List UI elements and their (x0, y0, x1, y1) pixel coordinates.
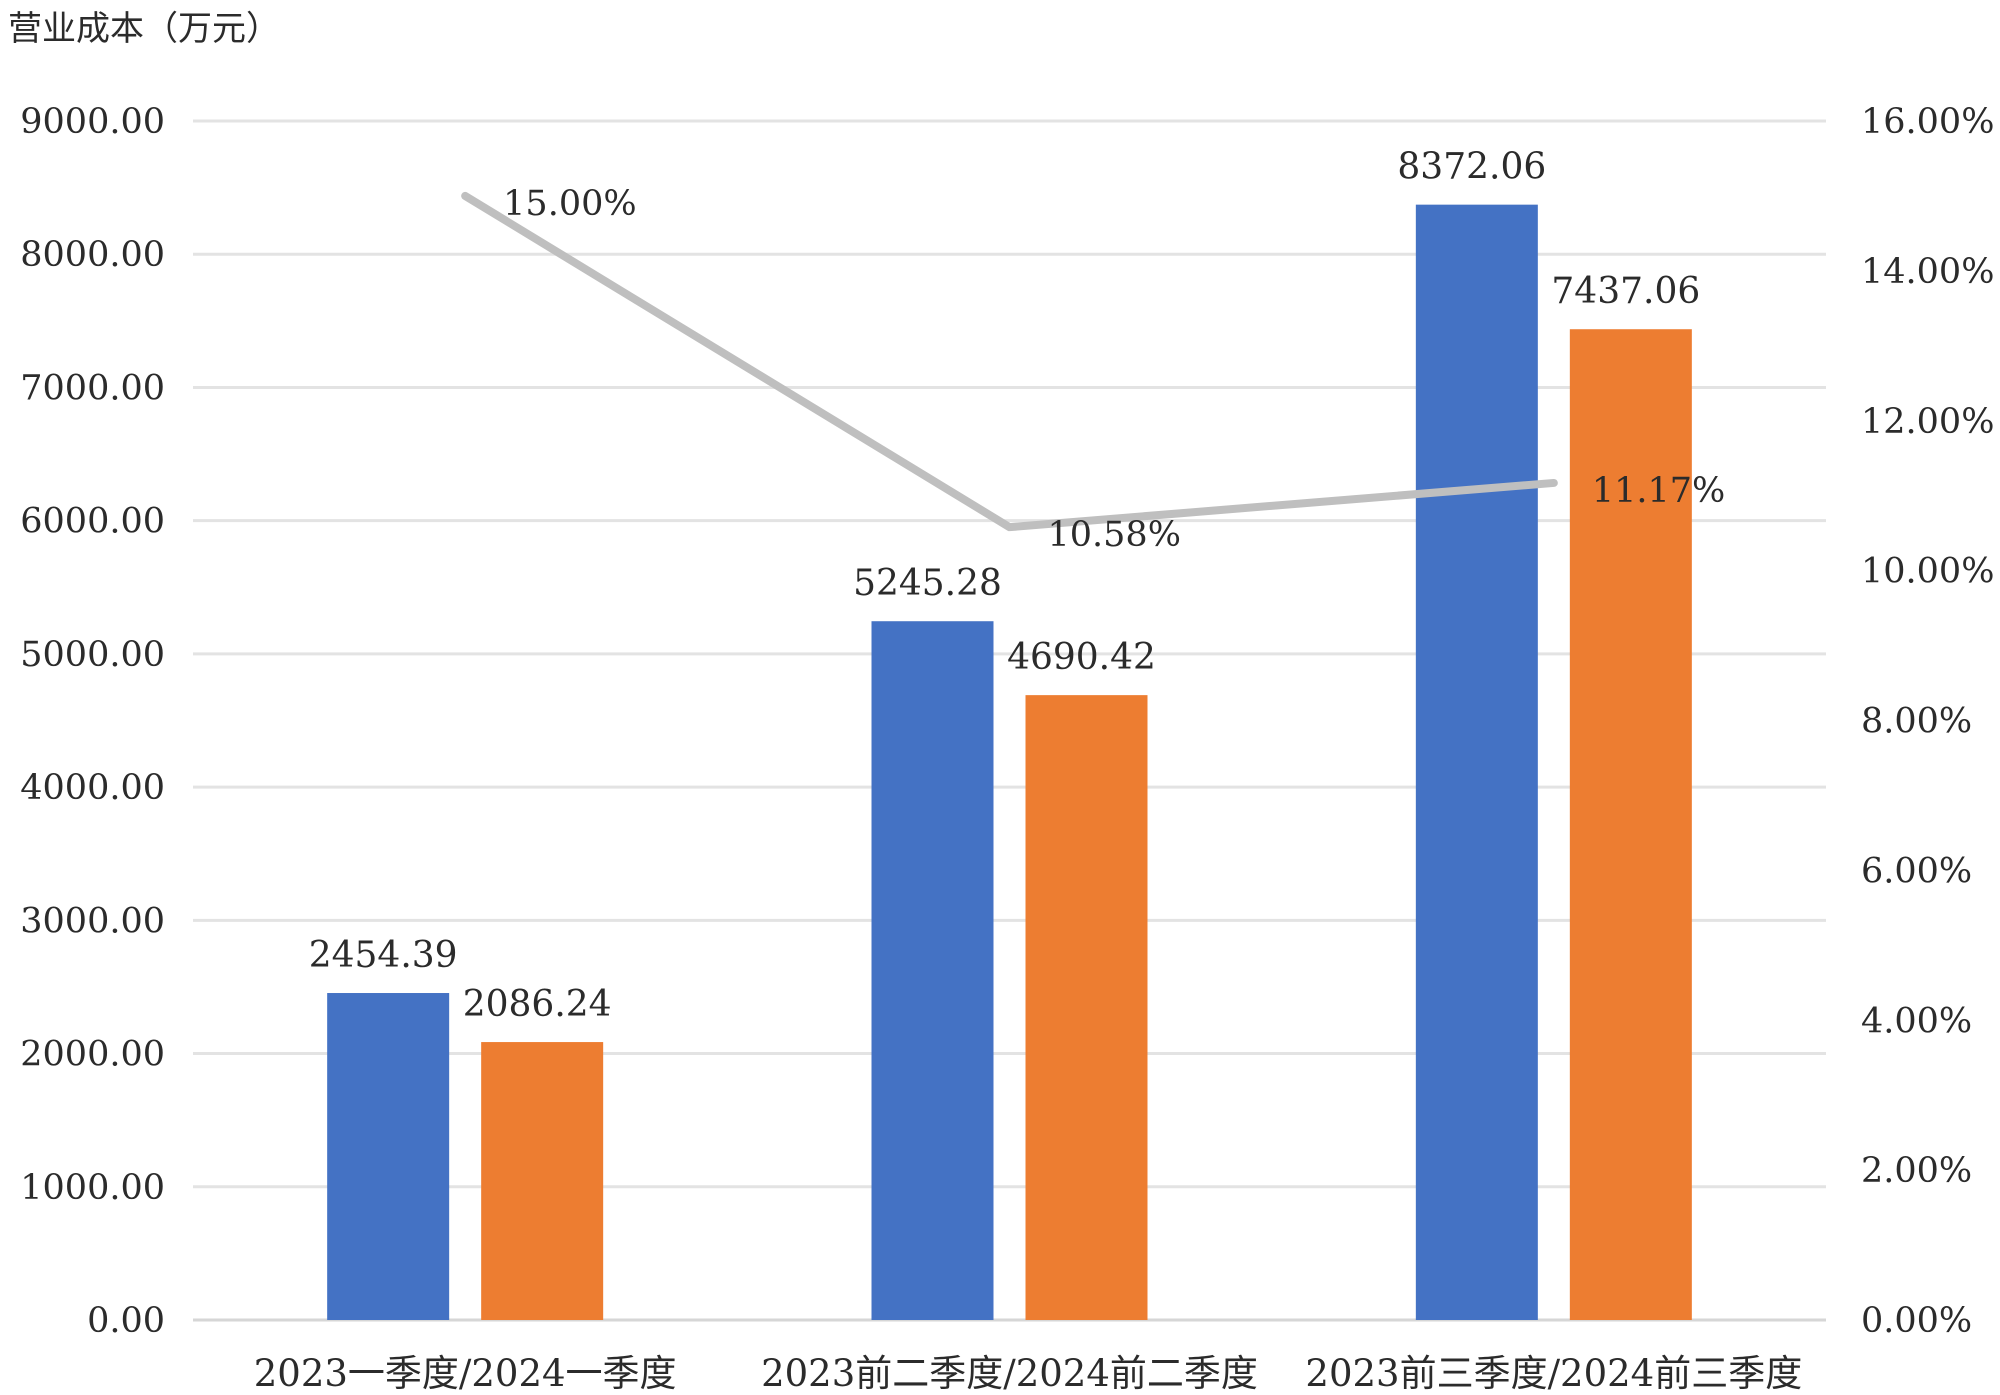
y2-tick-label: 10.00% (1861, 552, 1994, 592)
category-label: 2023一季度/2024一季度 (254, 1352, 677, 1395)
y-tick-label: 5000.00 (20, 635, 165, 675)
data-labels: 2454.39 5245.28 8372.06 2086.24 4690.42 7437.… (309, 147, 1726, 1025)
bar (1415, 204, 1538, 1321)
y2-tick-label: 6.00% (1861, 851, 1972, 891)
gridlines (193, 119, 1826, 1322)
rate-point (464, 194, 467, 197)
bars (327, 204, 1692, 1321)
rate-line-path (461, 191, 1558, 532)
y2-tick-label: 12.00% (1861, 402, 1994, 442)
bar-value-label: 2454.39 (309, 935, 458, 976)
y-tick-label: 9000.00 (20, 102, 165, 142)
rate-point (1552, 481, 1555, 484)
bar (1569, 329, 1692, 1320)
y-tick-label: 2000.00 (20, 1035, 165, 1075)
rate-value-label: 11.17% (1592, 471, 1725, 511)
y-tick-label: 3000.00 (20, 901, 165, 941)
y2-tick-label: 16.00% (1861, 102, 1994, 142)
rate-value-label: 10.58% (1048, 515, 1181, 555)
y-axis-label: 营业成本（万元） (8, 9, 280, 49)
y2-tick-label: 0.00% (1861, 1301, 1972, 1341)
rate-value-label: 15.00% (503, 184, 636, 224)
y2-tick-label: 14.00% (1861, 252, 1994, 292)
x-axis-categories: 2023一季度/2024一季度 2023前二季度/2024前二季度 2023前三季度… (254, 1352, 1802, 1395)
y2-tick-label: 2.00% (1861, 1151, 1972, 1191)
bar (871, 621, 994, 1320)
bar (327, 993, 450, 1320)
rate-line (461, 191, 1558, 532)
y2-axis-ticks: 0.00% 2.00% 4.00% 6.00% 8.00% 10.00% 12.00% 14.… (1861, 102, 1994, 1341)
y2-tick-label: 8.00% (1861, 702, 1972, 742)
bar-value-label: 5245.28 (853, 563, 1002, 604)
y-tick-label: 4000.00 (20, 768, 165, 808)
y-tick-label: 1000.00 (20, 1168, 165, 1208)
y-tick-label: 6000.00 (20, 502, 165, 542)
y-tick-label: 7000.00 (20, 368, 165, 408)
bar-value-label: 2086.24 (463, 984, 612, 1025)
bar (481, 1042, 604, 1320)
bar-value-label: 7437.06 (1551, 271, 1700, 312)
rate-point (1008, 526, 1011, 529)
y-tick-label: 0.00 (87, 1301, 165, 1341)
bar (1025, 695, 1148, 1320)
y2-tick-label: 4.00% (1861, 1001, 1972, 1041)
category-label: 2023前三季度/2024前三季度 (1305, 1352, 1802, 1395)
category-label: 2023前二季度/2024前二季度 (761, 1352, 1258, 1395)
bar-value-label: 8372.06 (1397, 147, 1546, 188)
bar-value-label: 4690.42 (1007, 637, 1156, 678)
y-tick-label: 8000.00 (20, 235, 165, 275)
y-axis-ticks: 0.00 1000.00 2000.00 3000.00 4000.00 5000.00 6… (20, 102, 165, 1341)
